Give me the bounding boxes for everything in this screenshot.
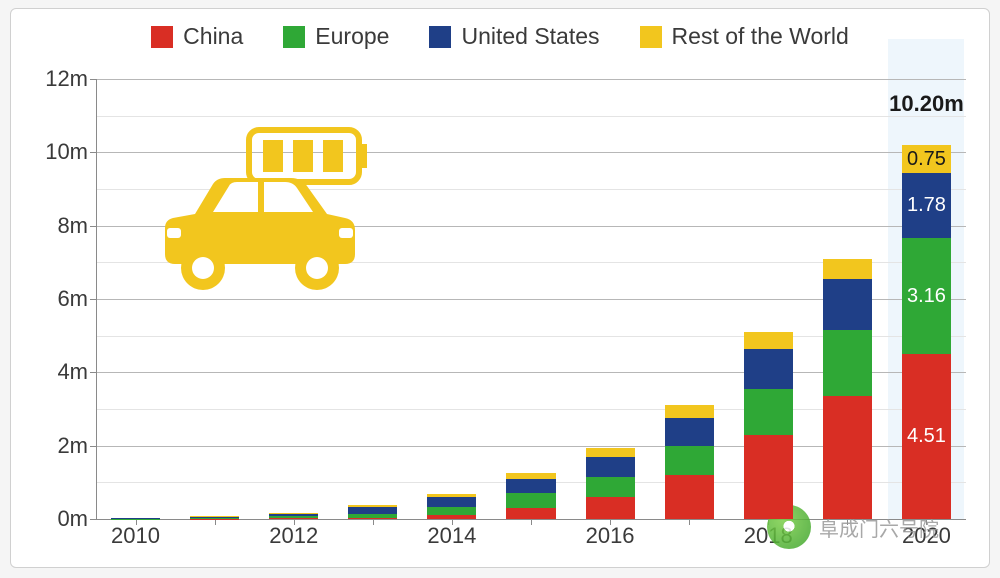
bar	[190, 79, 239, 519]
bar-segment-china	[665, 475, 714, 519]
x-axis-label: 2016	[586, 523, 635, 549]
legend-label: Europe	[315, 23, 389, 50]
bar-value-label: 4.51	[902, 425, 951, 448]
chart-frame: China Europe United States Rest of the Worl…	[10, 8, 990, 568]
bar	[111, 79, 160, 519]
bar-segment-rest	[586, 448, 635, 457]
bar-total-label: 10.20m	[889, 91, 964, 117]
bar-segment-china	[348, 518, 397, 519]
legend-label: United States	[461, 23, 599, 50]
bar-segment-china	[506, 508, 555, 519]
bar-segment-china	[744, 435, 793, 519]
bar-segment-rest	[665, 405, 714, 418]
y-axis-label: 8m	[36, 213, 88, 239]
legend-swatch	[151, 26, 173, 48]
bar-segment-europe	[190, 518, 239, 519]
legend-item: Europe	[283, 23, 389, 50]
y-axis-label: 12m	[36, 66, 88, 92]
bar	[744, 79, 793, 519]
y-axis-label: 2m	[36, 433, 88, 459]
bar-segment-us	[427, 497, 476, 507]
bar-segment-rest	[744, 332, 793, 349]
bar-segment-europe	[427, 507, 476, 515]
bar-segment-us	[269, 514, 318, 517]
bar-segment-us	[665, 418, 714, 446]
legend-item: Rest of the World	[640, 23, 849, 50]
bar-container: 4.51 3.16 1.78 0.75 10.20m	[96, 79, 966, 519]
bar	[506, 79, 555, 519]
legend-label: Rest of the World	[672, 23, 849, 50]
plot-area: 4.513.161.780.7510.20m 0m2m4m6m8m10m12m2…	[96, 79, 966, 519]
y-axis-label: 4m	[36, 359, 88, 385]
bar	[427, 79, 476, 519]
bar-segment-china	[427, 515, 476, 519]
legend-swatch	[640, 26, 662, 48]
bar-segment-europe	[586, 477, 635, 497]
legend-swatch	[429, 26, 451, 48]
bar: 4.51 3.16 1.78 0.75	[902, 79, 951, 519]
bar	[269, 79, 318, 519]
bar-segment-europe	[744, 389, 793, 435]
bar-segment-rest	[269, 513, 318, 514]
bar-segment-us	[190, 516, 239, 517]
bar-segment-us	[744, 349, 793, 389]
bar	[665, 79, 714, 519]
bar-segment-us	[348, 507, 397, 514]
bar	[348, 79, 397, 519]
bar	[823, 79, 872, 519]
bar-segment-china	[823, 396, 872, 519]
x-axis-label: 2014	[427, 523, 476, 549]
legend-item: China	[151, 23, 243, 50]
bar-segment-rest	[823, 259, 872, 279]
y-axis-label: 6m	[36, 286, 88, 312]
bar-value-label: 1.78	[902, 194, 951, 217]
legend-swatch	[283, 26, 305, 48]
x-axis-label: 2010	[111, 523, 160, 549]
bar-segment-us	[506, 479, 555, 494]
bar-segment-us	[823, 279, 872, 330]
bar-value-label: 3.16	[902, 285, 951, 308]
bar-segment-europe	[506, 493, 555, 508]
legend-item: United States	[429, 23, 599, 50]
bar-segment-europe	[269, 516, 318, 518]
bar	[586, 79, 635, 519]
bar-value-label: 0.75	[902, 148, 951, 171]
bar-segment-rest	[506, 473, 555, 479]
bar-segment-us	[586, 457, 635, 477]
bar-segment-rest	[427, 494, 476, 497]
bar-segment-china	[586, 497, 635, 519]
bar-segment-europe	[823, 330, 872, 396]
ev-car-icon	[141, 124, 371, 304]
y-axis	[96, 79, 97, 519]
bar-segment-europe	[348, 514, 397, 518]
bar-segment-china	[269, 518, 318, 519]
bar-segment-rest	[348, 505, 397, 506]
legend: China Europe United States Rest of the Worl…	[11, 23, 989, 50]
legend-label: China	[183, 23, 243, 50]
bar-segment-europe	[665, 446, 714, 475]
y-axis-label: 0m	[36, 506, 88, 532]
y-axis-label: 10m	[36, 139, 88, 165]
x-axis-label: 2012	[269, 523, 318, 549]
